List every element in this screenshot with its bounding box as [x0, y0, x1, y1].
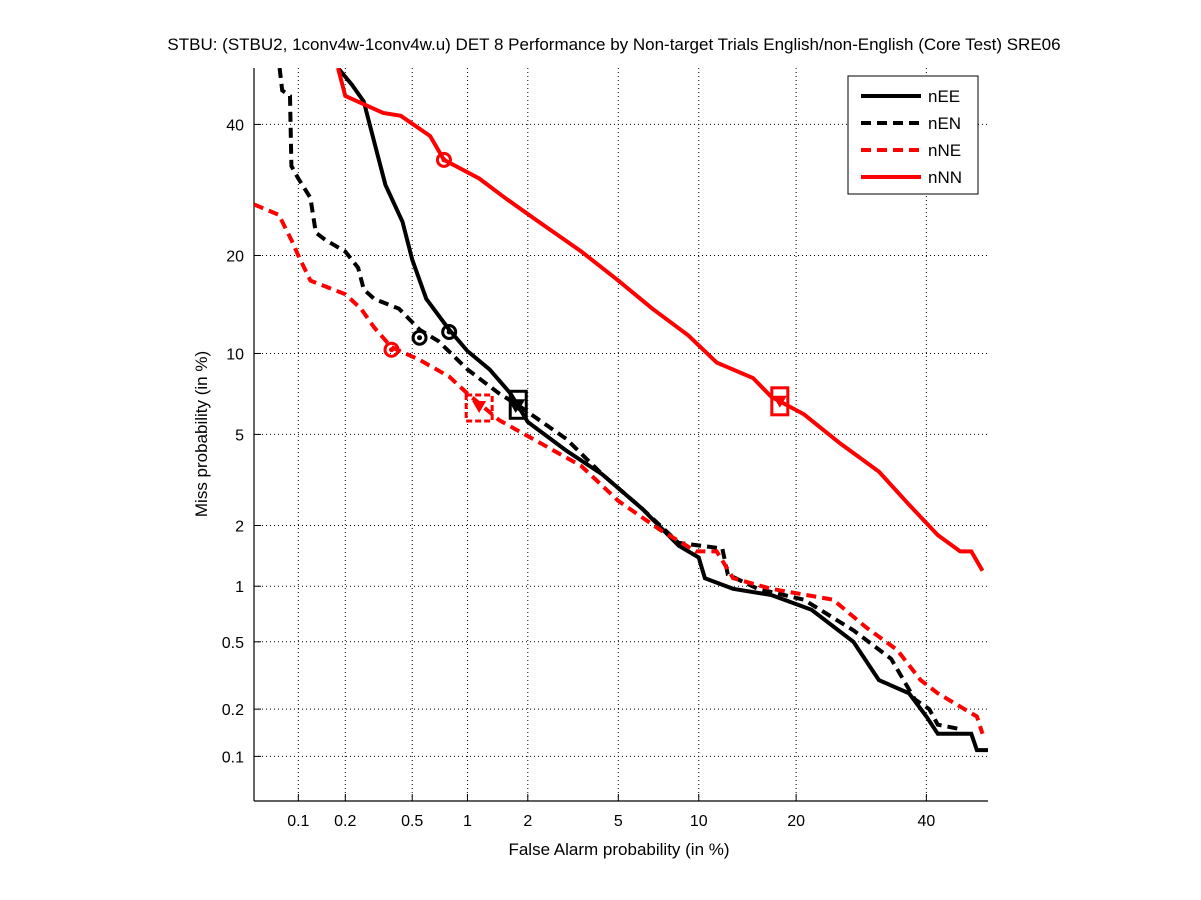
- y-tick-label: 0.2: [222, 702, 244, 719]
- x-tick-label: 20: [787, 813, 805, 830]
- y-tick-label: 10: [226, 346, 244, 363]
- x-tick-label: 1: [463, 813, 472, 830]
- act-dcf-square-nEE: [508, 389, 528, 420]
- x-tick-label: 0.2: [334, 813, 356, 830]
- x-tick-label: 0.5: [401, 813, 423, 830]
- min-dcf-marker-dot-nEN: [417, 335, 423, 341]
- x-tick-label: 2: [523, 813, 532, 830]
- act-dcf-square-nNN: [770, 386, 790, 417]
- x-axis-label: False Alarm probability (in %): [508, 840, 729, 859]
- legend: nEE nEN nNE nNN: [847, 75, 979, 195]
- y-tick-label: 1: [235, 579, 244, 596]
- min-dcf-marker-dot-nNE: [389, 347, 395, 353]
- act-dcf-triangle-nEN: [508, 401, 523, 414]
- y-tick-label: 20: [226, 248, 244, 265]
- legend-label-nEE: nEE: [928, 87, 960, 106]
- y-tick-label: 40: [226, 117, 244, 134]
- min-dcf-marker-nNN: [435, 151, 452, 168]
- series-line-nEN: [277, 68, 961, 732]
- act-dcf-triangle-nNE: [472, 401, 487, 414]
- x-axis-ticks: 0.1 0.2 0.5 1 2 5 10 20 40: [287, 794, 935, 830]
- series-group: [254, 68, 988, 753]
- y-axis-label: Miss probability (in %): [192, 351, 211, 517]
- y-tick-label: 5: [235, 427, 244, 444]
- x-tick-label: 5: [614, 813, 623, 830]
- legend-label-nEN: nEN: [928, 114, 961, 133]
- y-axis-ticks: 0.1 0.2 0.5 1 2 5 10 20 40: [222, 117, 261, 766]
- min-dcf-marker-nNE: [383, 341, 400, 358]
- min-dcf-marker-dot-nEE: [446, 329, 452, 335]
- min-dcf-marker-dot-nNN: [441, 157, 447, 163]
- x-tick-label: 40: [917, 813, 935, 830]
- series-line-nNN: [336, 68, 985, 572]
- series-line-nNE: [254, 202, 985, 735]
- y-tick-label: 0.1: [222, 749, 244, 766]
- x-tick-label: 0.1: [287, 813, 309, 830]
- y-tick-label: 2: [235, 518, 244, 535]
- legend-label-nNE: nNE: [928, 141, 961, 160]
- x-tick-label: 10: [690, 813, 708, 830]
- act-dcf-triangle-nNN: [772, 395, 787, 408]
- y-tick-label: 0.5: [222, 635, 244, 652]
- min-dcf-marker-nEN: [411, 329, 428, 346]
- chart-title: STBU: (STBU2, 1conv4w-1conv4w.u) DET 8 P…: [167, 35, 1060, 54]
- legend-label-nNN: nNN: [928, 168, 962, 187]
- act-dcf-square-nNE: [464, 393, 494, 423]
- min-dcf-marker-nEE: [441, 323, 458, 340]
- markers-group: [383, 151, 790, 423]
